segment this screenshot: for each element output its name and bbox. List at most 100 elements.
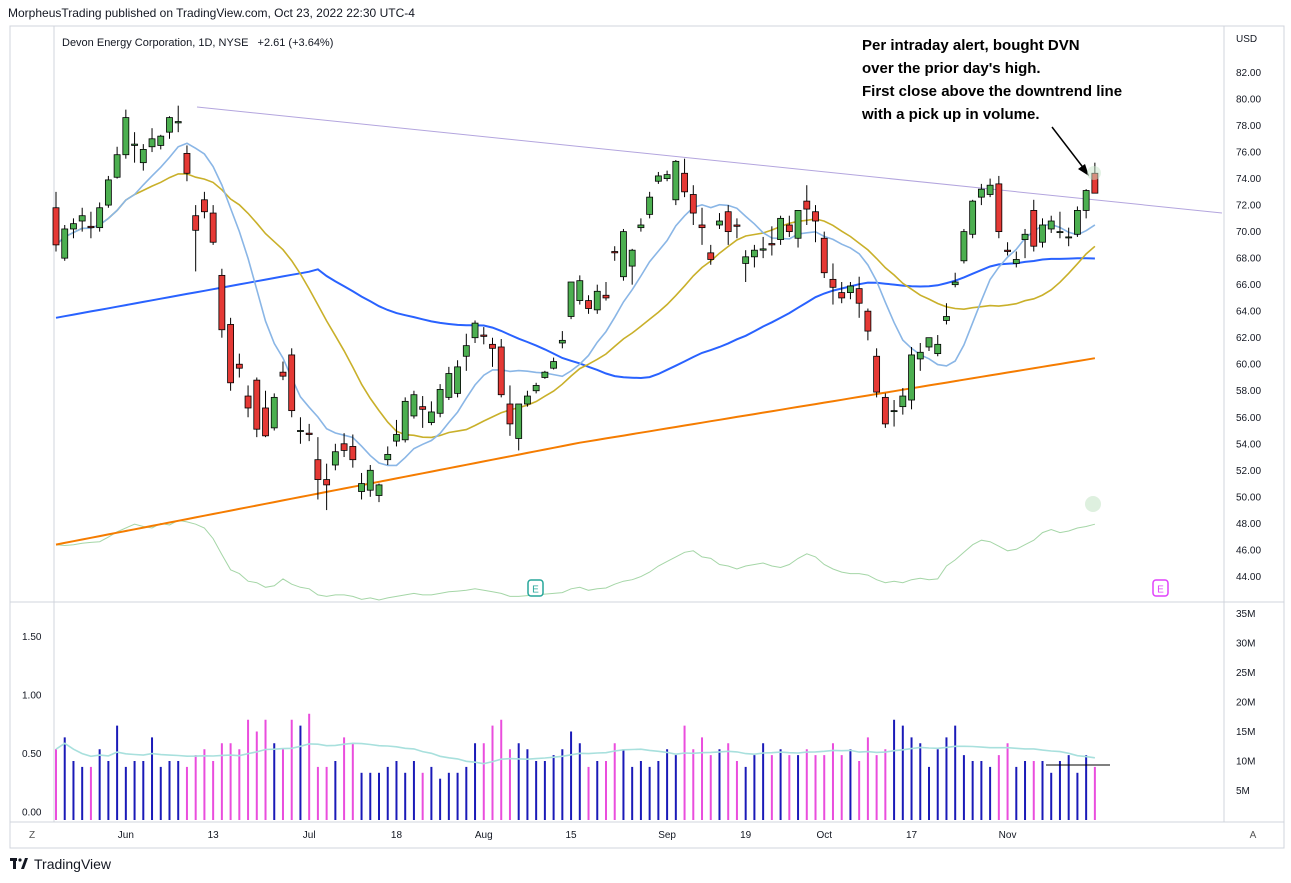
price-tick-label: 58.00 [1236,386,1261,397]
candle-body [881,396,889,425]
candle-body [323,479,331,486]
candle-body [218,274,226,331]
tradingview-logo[interactable]: TradingView [10,856,111,872]
candle-body [139,149,147,164]
candle-body [716,220,723,226]
legend-change: +2.61 (+3.64%) [258,37,334,49]
time-tick-label: Jun [118,830,134,841]
price-tick-label: 52.00 [1236,466,1261,477]
candle-body [419,406,427,410]
volume-ma-line [55,742,1096,765]
price-tick-label: 50.00 [1236,492,1261,503]
candle-body [838,292,846,299]
candle-body [707,252,715,260]
candle-body [1065,236,1073,239]
chart-frame [9,25,1285,849]
candle-body [890,410,898,413]
price-tick-label: 70.00 [1236,227,1261,238]
candle-body [593,290,601,311]
earnings-marker-aug[interactable]: E [527,579,544,597]
volume-tick-label: 25M [1236,668,1255,679]
candle-body [183,152,191,174]
time-tick-label: 17 [906,830,918,841]
candle-body [916,351,924,360]
candle-body [620,231,627,278]
earnings-marker-nov[interactable]: E [1152,579,1169,597]
candle-body [235,363,243,369]
candle-body [122,117,130,156]
published-header: MorpheusTrading published on TradingView… [8,6,415,20]
candle-body [262,407,269,437]
candle-body [279,371,287,377]
candle-body [689,194,697,214]
price-axis-unit: USD [1236,34,1257,45]
candle-body [366,469,374,491]
candle-body [157,135,165,146]
legend-symbol: Devon Energy Corporation, 1D, NYSE [62,37,248,49]
candle-body [244,395,252,409]
candle-body [995,183,1003,233]
candle-body [777,217,784,240]
candle-body [489,343,496,349]
candle-body [61,228,69,259]
candle-body [1012,259,1020,264]
time-tick-label: 15 [566,830,578,841]
candle-body [768,243,776,246]
candle-body [803,200,811,210]
candle-body [576,280,584,301]
candle-body [637,224,645,229]
candle-body [855,288,863,304]
candle-body [270,396,278,429]
candle-body [87,225,95,229]
candle-body [96,207,104,229]
candle-body [663,174,671,179]
candle-body [314,459,322,480]
time-zone-button[interactable]: Z [29,830,35,841]
time-tick-label: 18 [391,830,403,841]
candle-body [925,337,933,348]
price-tick-label: 60.00 [1236,360,1261,371]
annotation-line-4: with a pick up in volume. [861,106,1040,123]
candle-body [497,346,505,396]
downtrend-line [196,106,1223,214]
volume-tick-label: 15M [1236,727,1255,738]
candle-body [969,200,977,235]
annotation-line-3: First close above the downtrend line [862,83,1122,100]
ma-21 [55,173,1096,439]
candle-body [393,434,400,442]
candle-body [78,215,86,222]
price-tick-label: 48.00 [1236,519,1261,530]
candle-body [698,224,706,229]
candle-body [358,483,365,492]
candle-body [201,199,208,213]
candle-body [288,354,296,412]
time-tick-label: Nov [999,830,1017,841]
candle-body [960,231,968,262]
candles [52,105,1099,511]
candle-body [454,366,461,394]
candle-body [349,446,357,461]
auto-scale-button[interactable]: A [1250,830,1257,841]
candle-body [724,211,732,233]
candle-body [864,310,872,332]
chart-legend: Devon Energy Corporation, 1D, NYSE +2.61… [62,37,333,49]
candle-body [672,160,680,201]
candle-body [820,237,828,274]
rs-tick-label: 0.00 [22,808,42,819]
candle-body [681,172,688,193]
candle-body [977,188,985,198]
rs-line-path [55,519,1096,601]
candle-body [174,121,182,124]
price-tick-label: 72.00 [1236,201,1261,212]
svg-text:E: E [532,585,539,596]
candle-body [1021,233,1029,240]
candle-body [1074,210,1081,235]
candle-body [646,196,654,215]
candle-body [541,371,549,378]
candle-body [331,451,339,466]
candle-body [742,256,750,264]
time-tick-label: 19 [740,830,752,841]
candle-body [759,248,767,251]
volume-tick-label: 5M [1236,786,1250,797]
